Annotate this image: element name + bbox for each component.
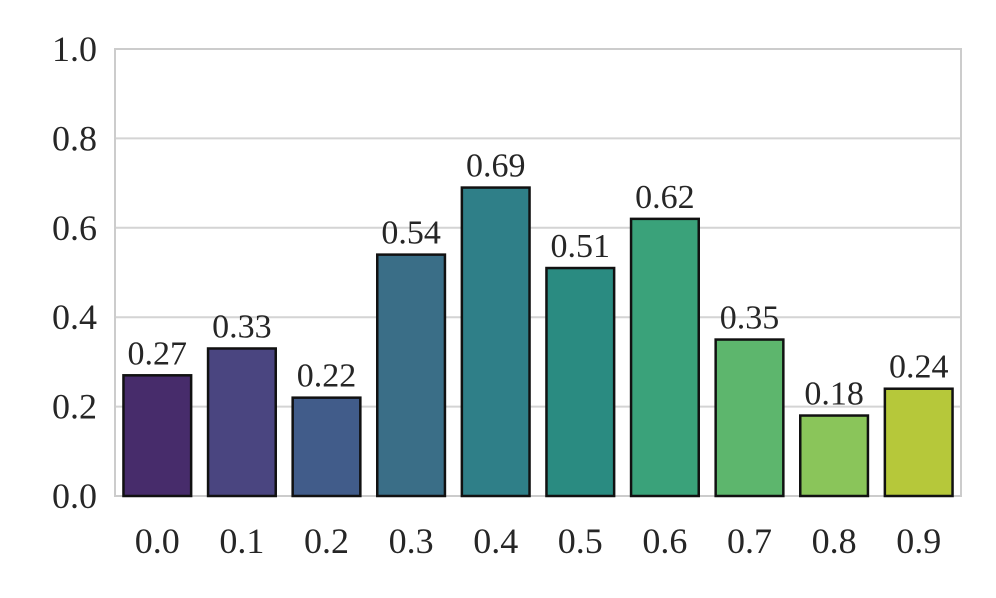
bar-value-label: 0.24 [889,349,949,386]
plot-frame [114,48,962,497]
x-tick-label: 0.3 [389,521,434,561]
y-tick-label: 0.8 [52,118,97,158]
y-tick-label: 0.2 [52,387,97,427]
x-tick-label: 0.9 [896,521,941,561]
x-tick-label: 0.7 [727,521,772,561]
bar-0.7 [714,338,785,498]
bar-0.3 [376,253,447,498]
x-tick-label: 0.5 [558,521,603,561]
x-tick-label: 0.6 [642,521,687,561]
x-tick-label: 0.1 [219,521,264,561]
bars [122,186,954,498]
bar-value-label: 0.51 [551,228,611,265]
bar-value-label: 0.18 [804,376,864,413]
x-tick-label: 0.0 [135,521,180,561]
bar-0.5 [545,266,616,498]
bar-0.8 [799,414,870,498]
bar-0.4 [460,186,531,498]
bar-0.0 [122,374,193,498]
bar-value-label: 0.69 [466,148,526,185]
bar-0.6 [629,217,700,498]
bar-value-label: 0.22 [297,358,357,395]
x-axis-ticks: 0.0 0.1 0.2 0.3 0.4 0.5 0.6 0.7 0.8 0.9 [135,521,941,561]
y-tick-label: 1.0 [52,29,97,69]
bar-0.2 [291,396,362,498]
x-tick-label: 0.2 [304,521,349,561]
bar-value-labels: 0.27 0.33 0.22 0.54 0.69 0.51 0.62 0.35 0.18 0.24 [128,148,949,413]
y-axis-ticks: 0.0 0.2 0.4 0.6 0.8 1.0 [52,29,97,516]
bar-value-label: 0.33 [212,308,272,345]
bar-value-label: 0.62 [635,179,695,216]
x-tick-label: 0.4 [473,521,518,561]
bar-value-label: 0.54 [381,215,441,252]
x-tick-label: 0.8 [812,521,857,561]
bar-0.9 [883,387,954,498]
y-tick-label: 0.6 [52,208,97,248]
y-tick-label: 0.0 [52,476,97,516]
y-tick-label: 0.4 [52,297,97,337]
bar-0.1 [206,347,277,498]
bar-value-label: 0.35 [720,300,780,337]
bar-value-label: 0.27 [128,335,188,372]
